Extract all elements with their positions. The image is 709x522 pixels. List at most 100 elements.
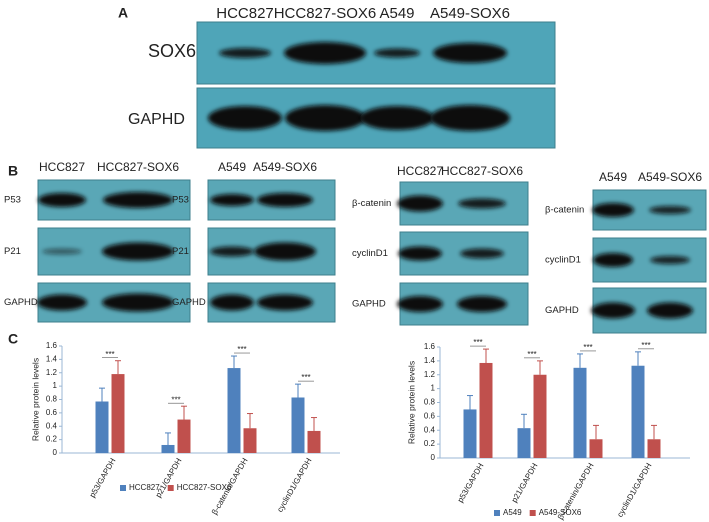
bar: [631, 365, 645, 458]
band: [430, 105, 510, 131]
band: [649, 206, 691, 214]
y-axis-label: Relative protein levels: [406, 361, 416, 444]
bar: [589, 439, 603, 458]
column-label: HCC827-SOX6: [274, 5, 377, 22]
band: [103, 192, 173, 208]
significance: ***: [237, 345, 246, 354]
column-label: HCC827: [397, 164, 443, 178]
y-tick-label: 0.2: [46, 435, 58, 444]
significance: ***: [527, 350, 536, 359]
bar: [307, 430, 321, 453]
y-tick-label: 0.2: [424, 439, 436, 448]
panel-label: B: [8, 163, 18, 179]
significance: ***: [105, 350, 114, 359]
y-tick-label: 0.6: [424, 411, 436, 420]
band: [397, 296, 443, 312]
y-tick-label: 1: [53, 381, 58, 390]
row-label: SOX6: [148, 41, 196, 61]
row-label: P53: [4, 195, 21, 206]
band: [102, 293, 174, 312]
band: [593, 253, 633, 267]
column-label: HCC827: [39, 160, 85, 174]
bar: [479, 362, 493, 458]
significance: ***: [301, 373, 310, 382]
band: [360, 106, 434, 130]
band: [210, 246, 254, 257]
column-label: HCC827-SOX6: [441, 164, 523, 178]
bar: [573, 367, 587, 458]
legend-label: HCC827: [129, 483, 160, 492]
bar: [243, 428, 257, 453]
y-tick-label: 0: [53, 448, 58, 457]
significance: ***: [641, 341, 650, 350]
column-label: A549-SOX6: [638, 170, 702, 184]
legend-swatch: [167, 485, 174, 491]
band: [398, 246, 442, 261]
significance: ***: [583, 343, 592, 352]
column-label: A549: [218, 160, 246, 174]
row-label: P21: [4, 246, 21, 257]
legend-swatch: [120, 485, 126, 491]
row-label: GAPHD: [172, 297, 206, 308]
band: [285, 105, 365, 131]
bar: [647, 439, 661, 458]
row-label: GAPHD: [352, 299, 386, 310]
y-tick-label: 1.6: [424, 342, 436, 351]
x-tick-label: p53/GAPDH: [88, 456, 118, 499]
bar: [161, 444, 175, 453]
band: [257, 193, 313, 207]
column-label: A549: [599, 170, 627, 184]
legend-label: A549-SOX6: [539, 508, 582, 517]
column-label: HCC827: [216, 5, 274, 22]
row-label: cyclinD1: [545, 255, 581, 266]
band: [210, 294, 254, 311]
row-label: GAPHD: [545, 305, 579, 316]
significance: ***: [171, 395, 180, 404]
row-label: β-catenin: [352, 198, 391, 209]
band: [650, 256, 690, 264]
bar: [463, 409, 477, 458]
band: [284, 42, 366, 64]
row-label: cyclinD1: [352, 248, 388, 259]
legend-swatch: [494, 510, 500, 516]
x-tick-label: cyclinD1/GAPDH: [275, 456, 313, 513]
significance: ***: [473, 338, 482, 347]
band: [210, 194, 254, 206]
band: [460, 248, 504, 259]
legend-label: HCC827-SOX6: [177, 483, 232, 492]
column-label: A549: [379, 5, 414, 22]
band: [397, 195, 443, 212]
y-tick-label: 1.2: [46, 368, 58, 377]
bar: [517, 428, 531, 458]
y-tick-label: 0.4: [46, 421, 58, 430]
panel-label: C: [8, 331, 18, 347]
bar: [95, 401, 109, 453]
y-tick-label: 1.6: [46, 341, 58, 350]
bar: [533, 374, 547, 458]
y-tick-label: 1.4: [424, 356, 436, 365]
legend-swatch: [529, 510, 536, 516]
panel-label: A: [118, 5, 128, 21]
x-tick-label: cyclinD1/GAPDH: [615, 461, 653, 518]
x-tick-label: p21/GAPDH: [154, 456, 184, 499]
band: [433, 43, 507, 63]
band: [591, 302, 635, 319]
row-label: GAPHD: [4, 297, 38, 308]
band: [254, 242, 316, 261]
band: [37, 294, 87, 311]
y-tick-label: 1.2: [424, 370, 436, 379]
band: [42, 248, 82, 255]
y-tick-label: 1.4: [46, 354, 58, 363]
bar: [111, 374, 125, 453]
band: [457, 296, 507, 312]
bar: [177, 419, 191, 453]
x-tick-label: p21/GAPDH: [510, 461, 540, 504]
y-tick-label: 0.8: [424, 398, 436, 407]
band: [592, 203, 634, 217]
band: [647, 302, 693, 319]
x-tick-label: p53/GAPDH: [456, 461, 486, 504]
band: [374, 48, 420, 58]
y-tick-label: 0: [431, 453, 436, 462]
y-tick-label: 0.4: [424, 425, 436, 434]
band: [219, 48, 271, 58]
